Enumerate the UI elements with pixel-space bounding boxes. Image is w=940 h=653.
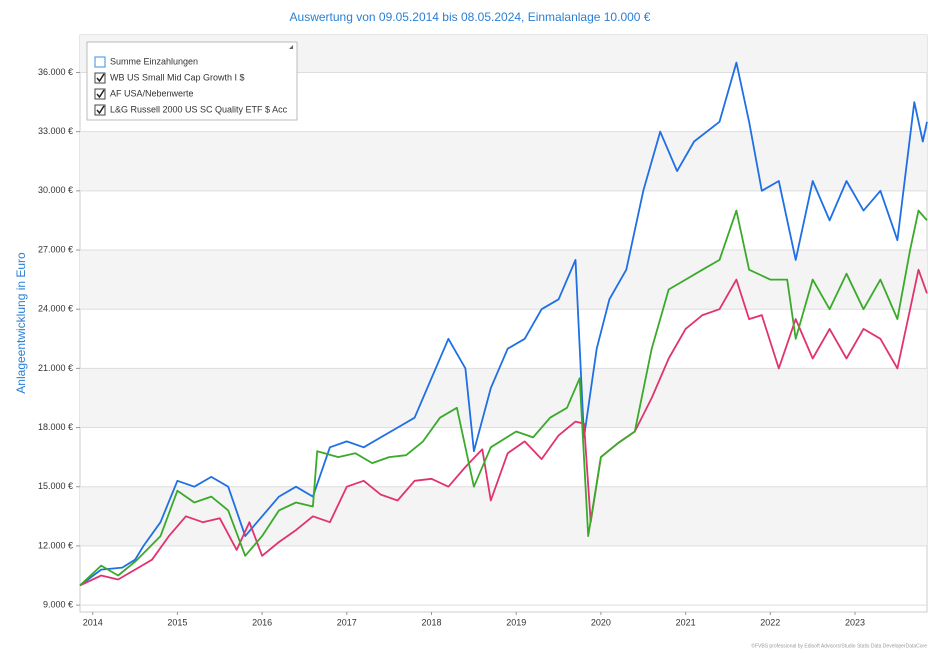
legend-label: AF USA/Nebenwerte — [110, 88, 194, 98]
legend-checkbox[interactable] — [94, 72, 106, 84]
legend-check — [96, 89, 105, 99]
legend-checkbox[interactable] — [94, 104, 106, 116]
x-tick-label: 2017 — [337, 617, 357, 627]
grid-band — [80, 368, 927, 428]
series-line — [79, 61, 928, 587]
y-tick-label: 33.000 € — [38, 126, 73, 136]
grid-band — [80, 486, 927, 546]
y-tick-label: 30.000 € — [38, 185, 73, 195]
legend-grip — [289, 45, 293, 49]
y-tick-label: 24.000 € — [38, 304, 73, 314]
legend-check — [96, 73, 105, 83]
y-tick-label: 21.000 € — [38, 363, 73, 373]
x-tick-label: 2023 — [845, 617, 865, 627]
y-tick-label: 9.000 € — [43, 599, 73, 609]
x-tick-label: 2016 — [252, 617, 272, 627]
series-line — [79, 209, 928, 587]
legend-label: L&G Russell 2000 US SC Quality ETF $ Acc — [110, 104, 288, 114]
y-tick-label: 12.000 € — [38, 540, 73, 550]
legend-label: Summe Einzahlungen — [110, 56, 198, 66]
x-tick-label: 2018 — [421, 617, 441, 627]
y-tick-label: 15.000 € — [38, 481, 73, 491]
footer: ©FVBS professional by Edisoft Advisors/S… — [751, 642, 927, 649]
chart-title: Auswertung von 09.05.2014 bis 08.05.2024… — [290, 10, 651, 24]
x-tick-label: 2014 — [83, 617, 103, 627]
x-tick-label: 2019 — [506, 617, 526, 627]
legend-checkbox[interactable] — [94, 56, 106, 68]
legend-checkbox[interactable] — [94, 88, 106, 100]
x-tick-label: 2015 — [167, 617, 187, 627]
y-tick-label: 18.000 € — [38, 422, 73, 432]
legend-check — [96, 105, 105, 115]
y-axis-label: Anlageentwicklung in Euro — [14, 252, 28, 394]
legend-label: WB US Small Mid Cap Growth I $ — [110, 72, 245, 82]
legend-box — [86, 41, 298, 121]
x-tick-label: 2020 — [591, 617, 611, 627]
y-tick-label: 36.000 € — [38, 67, 73, 77]
series-line — [79, 268, 928, 587]
grid-band — [80, 250, 927, 310]
x-tick-label: 2022 — [760, 617, 780, 627]
x-tick-label: 2021 — [676, 617, 696, 627]
grid-band — [80, 131, 927, 191]
y-tick-label: 27.000 € — [38, 244, 73, 254]
